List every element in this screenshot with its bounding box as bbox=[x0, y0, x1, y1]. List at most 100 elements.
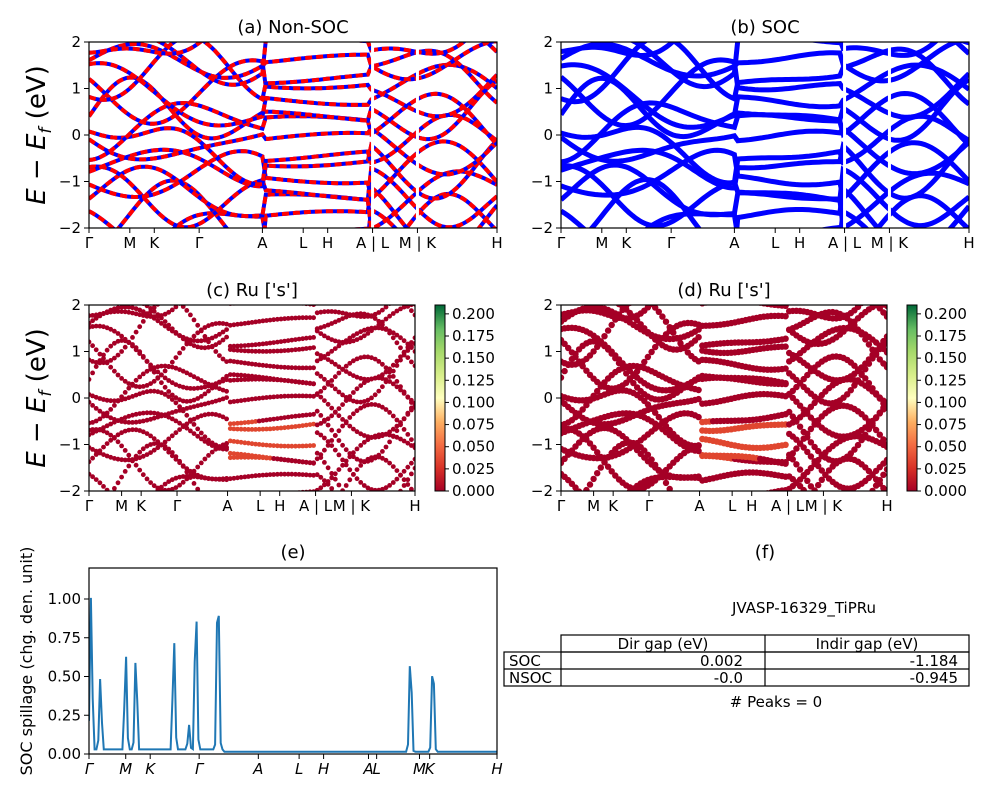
projected-point bbox=[405, 440, 411, 446]
projected-point bbox=[354, 331, 360, 336]
projected-point bbox=[692, 249, 698, 255]
projected-point bbox=[826, 517, 832, 523]
projected-point bbox=[267, 417, 273, 422]
projected-point bbox=[677, 264, 683, 270]
projected-point bbox=[384, 257, 389, 262]
projected-point bbox=[162, 384, 168, 390]
projected-point bbox=[390, 413, 396, 419]
projected-point bbox=[685, 254, 691, 260]
projected-point bbox=[90, 430, 95, 436]
projected-point bbox=[116, 265, 121, 270]
projected-point bbox=[238, 348, 244, 353]
projected-point bbox=[293, 315, 298, 321]
projected-point bbox=[235, 426, 240, 432]
projected-point bbox=[858, 331, 865, 338]
projected-point bbox=[239, 497, 244, 502]
projected-point bbox=[405, 341, 411, 347]
projected-point bbox=[174, 276, 179, 281]
projected-point bbox=[293, 458, 298, 464]
projected-point bbox=[148, 433, 154, 439]
projected-point bbox=[279, 522, 284, 527]
projected-point bbox=[380, 510, 385, 515]
projected-point bbox=[336, 406, 342, 411]
projected-point bbox=[695, 358, 702, 365]
projected-point bbox=[318, 309, 324, 315]
projected-point bbox=[638, 504, 644, 510]
projected-point bbox=[318, 373, 324, 379]
projected-point bbox=[876, 410, 883, 417]
projected-point bbox=[332, 319, 338, 325]
projected-point bbox=[140, 309, 146, 315]
projected-point bbox=[793, 268, 799, 274]
projected-point bbox=[90, 297, 95, 302]
projected-point bbox=[271, 472, 277, 477]
projected-point bbox=[354, 456, 360, 462]
projected-point bbox=[104, 430, 110, 436]
projected-point bbox=[188, 428, 193, 434]
projected-point bbox=[303, 459, 309, 465]
projected-point bbox=[195, 403, 201, 409]
projected-point bbox=[753, 522, 759, 528]
projected-point bbox=[372, 392, 378, 398]
projected-point bbox=[213, 502, 218, 507]
projected-point bbox=[322, 268, 327, 273]
projected-point bbox=[384, 285, 389, 290]
projected-point bbox=[609, 279, 615, 285]
projected-point bbox=[122, 344, 128, 350]
projected-point bbox=[590, 392, 597, 399]
projected-point bbox=[764, 500, 770, 506]
projected-point bbox=[209, 449, 215, 455]
projected-point bbox=[101, 428, 106, 434]
projected-point bbox=[289, 443, 295, 449]
colorbar-tick-label: 0.175 bbox=[452, 327, 495, 345]
projected-point bbox=[224, 249, 229, 254]
projected-point bbox=[285, 338, 291, 343]
projected-point bbox=[383, 365, 389, 371]
projected-point bbox=[714, 496, 720, 502]
projected-point bbox=[303, 335, 309, 341]
projected-point bbox=[151, 369, 157, 375]
projected-point bbox=[93, 452, 99, 457]
y-tick-label: 2 bbox=[543, 296, 553, 314]
projected-point bbox=[94, 501, 99, 506]
projected-point bbox=[246, 474, 251, 479]
projected-point bbox=[180, 423, 186, 428]
k-point-label: H bbox=[322, 234, 333, 252]
projected-point bbox=[289, 393, 295, 399]
projected-point bbox=[227, 358, 233, 364]
projected-point bbox=[256, 442, 262, 447]
projected-point bbox=[594, 295, 600, 301]
projected-point bbox=[198, 394, 204, 399]
projected-point bbox=[757, 270, 763, 276]
projected-point bbox=[598, 259, 604, 265]
projected-point bbox=[318, 474, 324, 480]
projected-point bbox=[880, 523, 886, 529]
projected-point bbox=[213, 381, 219, 387]
projected-point bbox=[151, 447, 157, 453]
projected-point bbox=[213, 509, 218, 514]
projected-point bbox=[184, 501, 189, 506]
projected-point bbox=[866, 293, 872, 299]
projected-point bbox=[405, 412, 411, 417]
projected-point bbox=[98, 282, 103, 287]
projected-point bbox=[329, 321, 335, 326]
projected-point bbox=[267, 394, 273, 400]
y-tick-label: −2 bbox=[59, 219, 81, 237]
projected-point bbox=[351, 338, 356, 344]
projected-point bbox=[181, 518, 186, 523]
projected-point bbox=[746, 523, 752, 529]
projected-point bbox=[191, 468, 197, 474]
projected-point bbox=[289, 271, 294, 276]
projected-point bbox=[192, 517, 197, 522]
projected-point bbox=[757, 492, 763, 498]
projected-point bbox=[246, 361, 251, 366]
projected-point bbox=[819, 267, 825, 273]
projected-point bbox=[293, 347, 298, 353]
projected-point bbox=[133, 411, 139, 417]
projected-point bbox=[296, 365, 302, 371]
projected-point bbox=[155, 296, 160, 301]
projected-point bbox=[151, 305, 157, 310]
projected-point bbox=[126, 260, 131, 265]
projected-point bbox=[180, 336, 186, 342]
